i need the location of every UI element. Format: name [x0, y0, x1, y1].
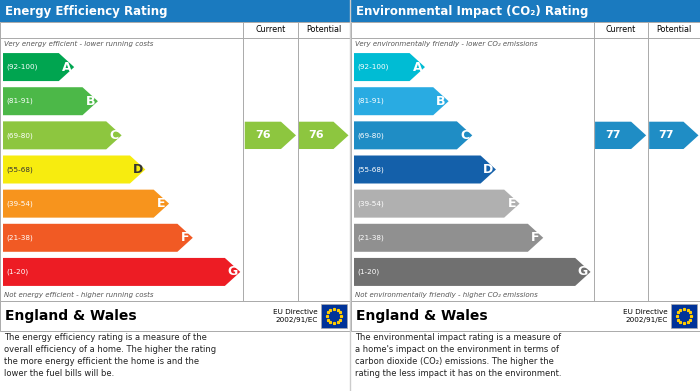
Polygon shape	[3, 258, 240, 286]
Polygon shape	[245, 122, 296, 149]
Text: Not environmentally friendly - higher CO₂ emissions: Not environmentally friendly - higher CO…	[355, 292, 538, 298]
Bar	[0, 22, 350, 301]
Text: 2002/91/EC: 2002/91/EC	[626, 317, 668, 323]
Polygon shape	[3, 121, 122, 149]
Text: D: D	[483, 163, 493, 176]
Polygon shape	[354, 258, 591, 286]
Text: 77: 77	[659, 130, 674, 140]
Text: (55-68): (55-68)	[357, 166, 384, 173]
Polygon shape	[649, 122, 699, 149]
Text: (39-54): (39-54)	[6, 201, 33, 207]
Text: (81-91): (81-91)	[6, 98, 33, 104]
Text: Environmental Impact (CO₂) Rating: Environmental Impact (CO₂) Rating	[356, 5, 589, 18]
Text: Potential: Potential	[656, 25, 692, 34]
Polygon shape	[3, 224, 193, 252]
Text: 2002/91/EC: 2002/91/EC	[276, 317, 318, 323]
Text: E: E	[157, 197, 166, 210]
Text: Current: Current	[256, 25, 286, 34]
Text: Energy Efficiency Rating: Energy Efficiency Rating	[5, 5, 167, 18]
Text: (69-80): (69-80)	[6, 132, 33, 138]
Polygon shape	[354, 53, 425, 81]
Text: Not energy efficient - higher running costs: Not energy efficient - higher running co…	[4, 292, 153, 298]
Text: F: F	[181, 231, 190, 244]
Bar	[351, 22, 700, 301]
Text: EU Directive: EU Directive	[273, 309, 318, 315]
Text: (69-80): (69-80)	[357, 132, 384, 138]
Text: F: F	[531, 231, 540, 244]
Text: G: G	[228, 265, 238, 278]
Text: C: C	[460, 129, 469, 142]
Text: England & Wales: England & Wales	[5, 309, 136, 323]
Text: D: D	[132, 163, 143, 176]
Polygon shape	[354, 190, 519, 218]
Text: (1-20): (1-20)	[357, 269, 379, 275]
Text: The environmental impact rating is a measure of
a home's impact on the environme: The environmental impact rating is a mea…	[355, 333, 561, 378]
Polygon shape	[354, 224, 543, 252]
Text: England & Wales: England & Wales	[356, 309, 488, 323]
Polygon shape	[595, 122, 646, 149]
Bar	[671, 304, 697, 328]
Polygon shape	[354, 121, 472, 149]
Text: B: B	[85, 95, 95, 108]
Polygon shape	[3, 87, 98, 115]
Bar	[351, 0, 700, 22]
Text: (21-38): (21-38)	[6, 235, 33, 241]
Polygon shape	[354, 156, 496, 183]
Text: A: A	[62, 61, 71, 74]
Polygon shape	[3, 53, 74, 81]
Text: (92-100): (92-100)	[6, 64, 37, 70]
Text: (81-91): (81-91)	[357, 98, 384, 104]
Text: E: E	[508, 197, 516, 210]
Text: EU Directive: EU Directive	[623, 309, 668, 315]
Bar	[321, 304, 347, 328]
Text: 76: 76	[309, 130, 324, 140]
Text: 76: 76	[255, 130, 271, 140]
Bar	[0, 0, 350, 22]
Text: Potential: Potential	[306, 25, 342, 34]
Text: G: G	[578, 265, 588, 278]
Text: Very environmentally friendly - lower CO₂ emissions: Very environmentally friendly - lower CO…	[355, 41, 538, 47]
Polygon shape	[3, 190, 169, 218]
Polygon shape	[354, 87, 449, 115]
Text: A: A	[412, 61, 422, 74]
Text: C: C	[109, 129, 118, 142]
Bar	[351, 301, 700, 331]
Text: Current: Current	[606, 25, 636, 34]
Text: 77: 77	[606, 130, 621, 140]
Text: B: B	[436, 95, 446, 108]
Polygon shape	[299, 122, 349, 149]
Bar	[0, 301, 350, 331]
Text: (92-100): (92-100)	[357, 64, 388, 70]
Text: (21-38): (21-38)	[357, 235, 384, 241]
Text: (55-68): (55-68)	[6, 166, 33, 173]
Text: The energy efficiency rating is a measure of the
overall efficiency of a home. T: The energy efficiency rating is a measur…	[4, 333, 216, 378]
Polygon shape	[3, 156, 146, 183]
Text: (39-54): (39-54)	[357, 201, 384, 207]
Text: (1-20): (1-20)	[6, 269, 28, 275]
Text: Very energy efficient - lower running costs: Very energy efficient - lower running co…	[4, 41, 153, 47]
